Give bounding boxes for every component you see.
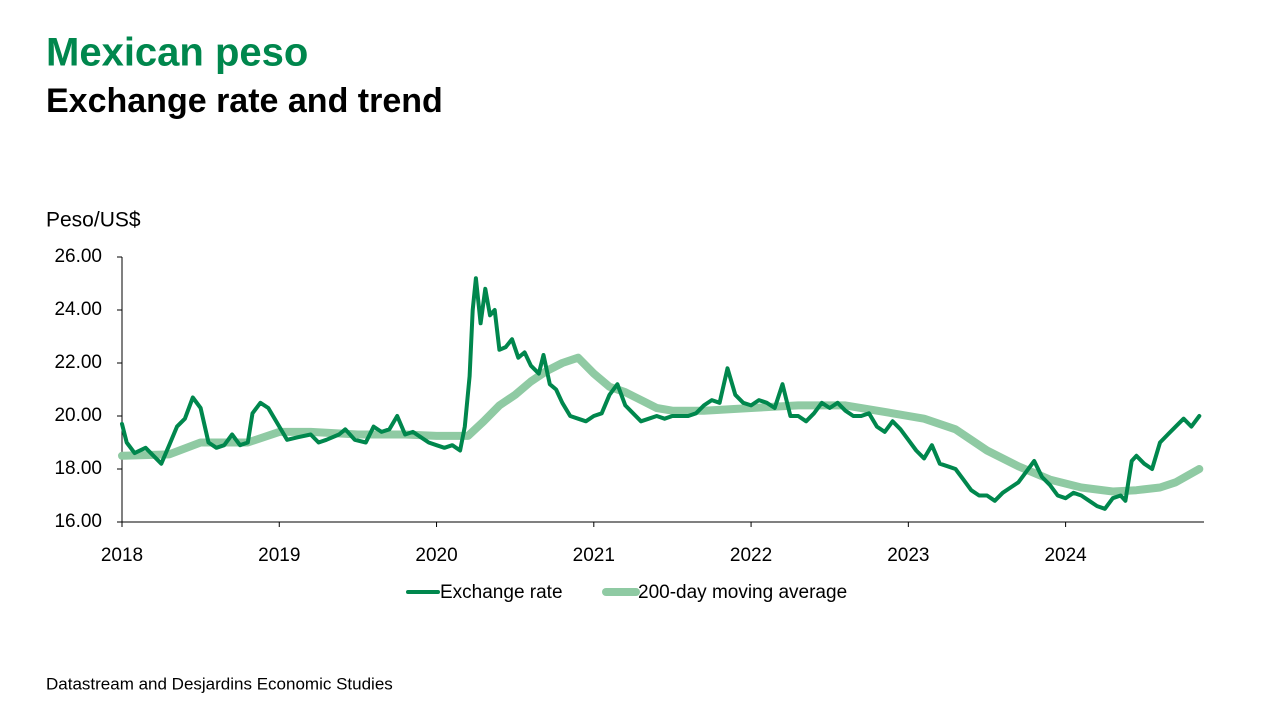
x-tick-label: 2021 bbox=[573, 545, 615, 566]
legend-label: Exchange rate bbox=[440, 582, 563, 603]
x-tick-label: 2020 bbox=[415, 545, 457, 566]
y-tick-label: 26.00 bbox=[54, 246, 102, 267]
y-tick-label: 18.00 bbox=[54, 458, 102, 479]
x-tick-label: 2024 bbox=[1044, 545, 1087, 566]
chart-title: Mexican peso bbox=[46, 31, 308, 75]
source-note: Datastream and Desjardins Economic Studi… bbox=[46, 674, 393, 693]
legend-label: 200-day moving average bbox=[638, 582, 847, 603]
chart-subtitle: Exchange rate and trend bbox=[46, 82, 443, 120]
x-tick-label: 2019 bbox=[258, 545, 300, 566]
series-line bbox=[120, 276, 1202, 511]
x-tick-label: 2018 bbox=[101, 545, 143, 566]
y-tick-label: 20.00 bbox=[54, 405, 102, 426]
y-tick-label: 16.00 bbox=[54, 511, 102, 532]
x-tick-label: 2023 bbox=[887, 545, 929, 566]
y-axis-label: Peso/US$ bbox=[46, 209, 141, 232]
y-tick-label: 22.00 bbox=[54, 352, 102, 373]
x-tick-label: 2022 bbox=[730, 545, 772, 566]
y-tick-label: 24.00 bbox=[54, 299, 102, 320]
